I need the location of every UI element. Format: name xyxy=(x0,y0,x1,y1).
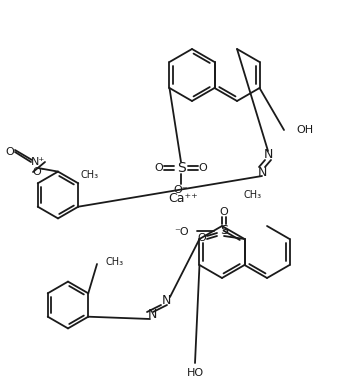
Text: S: S xyxy=(177,161,185,175)
Text: Ca⁺⁺: Ca⁺⁺ xyxy=(168,192,198,204)
Text: N: N xyxy=(257,165,267,179)
Text: O: O xyxy=(6,147,15,157)
Text: CH₃: CH₃ xyxy=(105,257,123,267)
Text: S: S xyxy=(220,224,228,237)
Text: CH₃: CH₃ xyxy=(80,170,98,180)
Text: O⁻: O⁻ xyxy=(174,185,188,195)
Text: O: O xyxy=(154,163,163,173)
Text: OH: OH xyxy=(296,125,313,135)
Text: CH₃: CH₃ xyxy=(243,190,261,200)
Text: O: O xyxy=(220,207,228,217)
Text: O: O xyxy=(199,163,208,173)
Text: N: N xyxy=(147,308,157,321)
Text: HO: HO xyxy=(187,368,203,378)
Text: ⁻O: ⁻O xyxy=(174,227,189,237)
Text: O⁻: O⁻ xyxy=(33,167,47,177)
Text: N: N xyxy=(161,294,171,307)
Text: N⁺: N⁺ xyxy=(31,157,45,167)
Text: N: N xyxy=(263,149,273,161)
Text: O: O xyxy=(198,233,207,243)
